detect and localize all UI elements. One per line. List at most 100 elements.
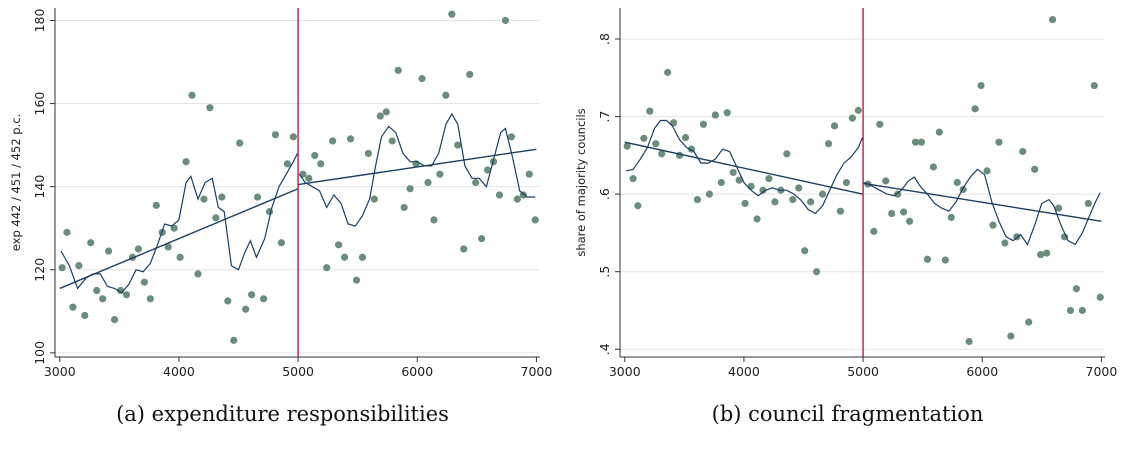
x-tick-label: 7000 — [1086, 364, 1118, 379]
data-point — [870, 227, 878, 235]
data-point — [741, 199, 749, 208]
data-point — [1054, 204, 1063, 212]
data-point — [941, 256, 949, 264]
data-point — [317, 160, 325, 168]
chart-b: 3000 4000 5000 6000 7000 .4 .5 .6 .7 .8 share of m… — [574, 8, 1118, 379]
data-point — [830, 122, 839, 130]
data-point — [711, 111, 719, 119]
data-point — [753, 215, 761, 223]
data-point — [929, 163, 938, 171]
data-point — [236, 139, 244, 147]
data-point — [472, 178, 480, 187]
data-point — [81, 311, 89, 320]
data-point — [454, 141, 462, 149]
data-point — [335, 241, 343, 249]
data-point — [1048, 16, 1057, 24]
data-point — [693, 195, 702, 204]
data-point — [801, 247, 809, 255]
data-point — [989, 221, 997, 229]
data-point — [842, 178, 851, 187]
data-point — [836, 207, 845, 215]
data-point — [759, 186, 767, 194]
data-point — [248, 291, 256, 299]
data-point — [664, 68, 672, 76]
caption-b: (b) council fragmentation — [711, 402, 984, 426]
data-point — [783, 150, 791, 158]
panel-b: 3000 4000 5000 6000 7000 .4 .5 .6 .7 .8 share of m… — [565, 0, 1130, 457]
data-point — [923, 255, 932, 263]
y-tick-label: .7 — [597, 111, 612, 123]
data-point — [188, 91, 196, 99]
data-point — [87, 239, 95, 247]
x-tick-label: 3000 — [44, 364, 76, 379]
data-point — [971, 105, 979, 113]
x-tick-label: 5000 — [282, 364, 314, 379]
data-point — [58, 264, 66, 272]
data-point — [224, 297, 232, 305]
data-point — [364, 149, 373, 158]
data-point — [311, 151, 319, 160]
data-point — [1043, 249, 1051, 257]
data-point — [652, 140, 660, 148]
data-point — [888, 209, 896, 218]
y-axis-title: exp 442 / 451 / 452 p.c. — [9, 114, 23, 251]
y-tick-label: 120 — [32, 258, 47, 282]
data-point — [905, 217, 914, 225]
data-point — [995, 138, 1003, 146]
local-fit-right — [298, 112, 536, 227]
data-point — [283, 160, 291, 168]
data-point — [1078, 306, 1086, 315]
data-point — [478, 234, 486, 243]
data-point — [1072, 285, 1081, 293]
data-point — [75, 261, 83, 270]
data-point — [1096, 293, 1104, 301]
data-point — [729, 168, 737, 177]
data-point — [1090, 81, 1098, 90]
data-point — [299, 170, 307, 178]
y-tick-label: .4 — [597, 343, 612, 355]
linear-fit-left — [624, 141, 864, 195]
data-point — [140, 278, 148, 286]
data-point — [329, 137, 337, 145]
data-point — [699, 120, 708, 128]
data-point — [194, 270, 202, 278]
data-point — [911, 138, 920, 146]
data-point — [206, 104, 214, 112]
data-point — [1060, 233, 1069, 241]
data-point — [146, 295, 154, 303]
data-point — [212, 214, 220, 222]
data-point — [63, 228, 71, 236]
data-point — [848, 114, 856, 122]
data-point — [164, 243, 172, 251]
data-point — [824, 140, 833, 148]
data-point — [1031, 165, 1039, 173]
local-fit-right — [864, 168, 1101, 246]
data-point — [122, 291, 131, 299]
data-point — [1001, 239, 1009, 247]
data-point — [340, 253, 349, 261]
data-point — [854, 106, 862, 114]
data-point — [501, 16, 510, 25]
data-point — [358, 253, 367, 261]
data-point — [640, 134, 648, 142]
data-point — [977, 81, 985, 90]
data-point — [965, 337, 973, 346]
data-point — [376, 112, 384, 120]
data-point — [747, 182, 755, 190]
data-point — [289, 133, 297, 141]
data-point — [681, 133, 690, 142]
data-point — [466, 70, 474, 79]
data-point — [735, 176, 743, 184]
data-point — [230, 336, 238, 344]
data-point — [629, 175, 637, 183]
x-tick-label: 3000 — [609, 364, 641, 379]
data-point — [813, 268, 821, 276]
data-point — [507, 133, 516, 141]
data-point — [723, 109, 731, 117]
y-axis-title: share of majority councils — [574, 108, 588, 256]
data-point — [882, 177, 890, 185]
data-point — [271, 131, 280, 139]
panel-a: 3000 4000 5000 6000 7000 100 120 140 160 180 exp 4… — [9, 8, 552, 426]
data-point — [346, 135, 355, 143]
linear-fit-left — [59, 188, 299, 290]
